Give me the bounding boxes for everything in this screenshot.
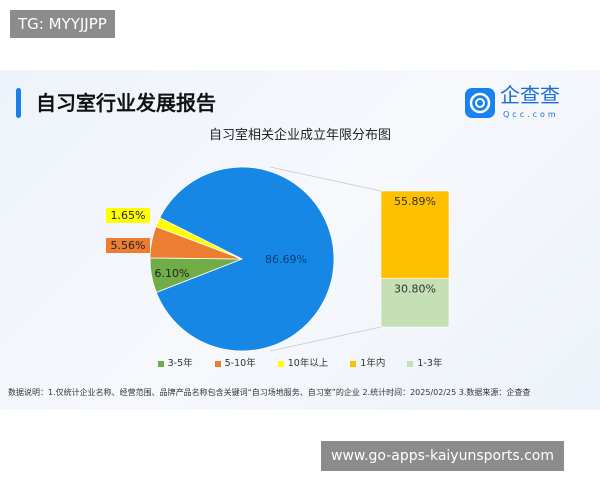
legend-label: 1年内 <box>360 358 386 369</box>
watermark-top-left: TG: MYYJJPP <box>10 10 115 38</box>
logo-text: 企查查 <box>500 83 560 107</box>
legend-item: 3-5年 <box>157 358 193 370</box>
connector-line-bottom <box>269 326 382 352</box>
pie-slice-main <box>155 166 335 352</box>
legend-item: 10年以上 <box>277 358 329 370</box>
chart-legend: 3-5年 5-10年 10年以上 1年内 1-3年 <box>0 358 600 370</box>
bar-label-1年内: 55.89% <box>394 195 436 208</box>
qcc-logo-icon <box>465 88 495 118</box>
legend-label: 5-10年 <box>224 358 256 369</box>
legend-item: 5-10年 <box>214 358 256 370</box>
pie-label-box <box>106 208 150 223</box>
pie-label-main: 86.69% <box>265 253 307 266</box>
pie-label-3-5年: 6.10% <box>155 267 190 280</box>
legend-item: 1年内 <box>350 358 385 370</box>
footnote: 数据说明：1.仅统计企业名称、经营范围、品牌产品名称包含关键词“自习场地服务、自… <box>8 388 531 397</box>
bar-segment-1-3年 <box>380 278 450 328</box>
legend-item: 1-3年 <box>407 358 442 370</box>
pie-label-5-10年: 5.56% <box>111 239 146 252</box>
chart-title: 自习室相关企业成立年限分布图 <box>208 128 391 143</box>
legend-swatch <box>350 360 357 367</box>
logo-subtext: Qcc.com <box>503 110 559 119</box>
legend-label: 3-5年 <box>167 358 193 369</box>
pie-slice-10年以上 <box>155 217 243 260</box>
legend-label: 10年以上 <box>287 358 329 369</box>
bar-label-1-3年: 30.80% <box>394 283 436 296</box>
watermark-bottom-right: www.go-apps-kaiyunsports.com <box>321 441 564 471</box>
legend-label: 1-3年 <box>417 358 443 369</box>
pie-label-box <box>106 238 150 253</box>
legend-swatch <box>214 360 221 367</box>
pie-label-10年以上: 1.65% <box>111 209 146 222</box>
bar-segment-1年内 <box>380 190 450 279</box>
legend-swatch <box>407 360 414 367</box>
title-accent-bar <box>16 88 21 118</box>
report-title: 自习室行业发展报告 <box>36 91 216 115</box>
legend-swatch <box>157 360 164 367</box>
connector-line-top <box>269 166 382 192</box>
legend-swatch <box>277 360 284 367</box>
